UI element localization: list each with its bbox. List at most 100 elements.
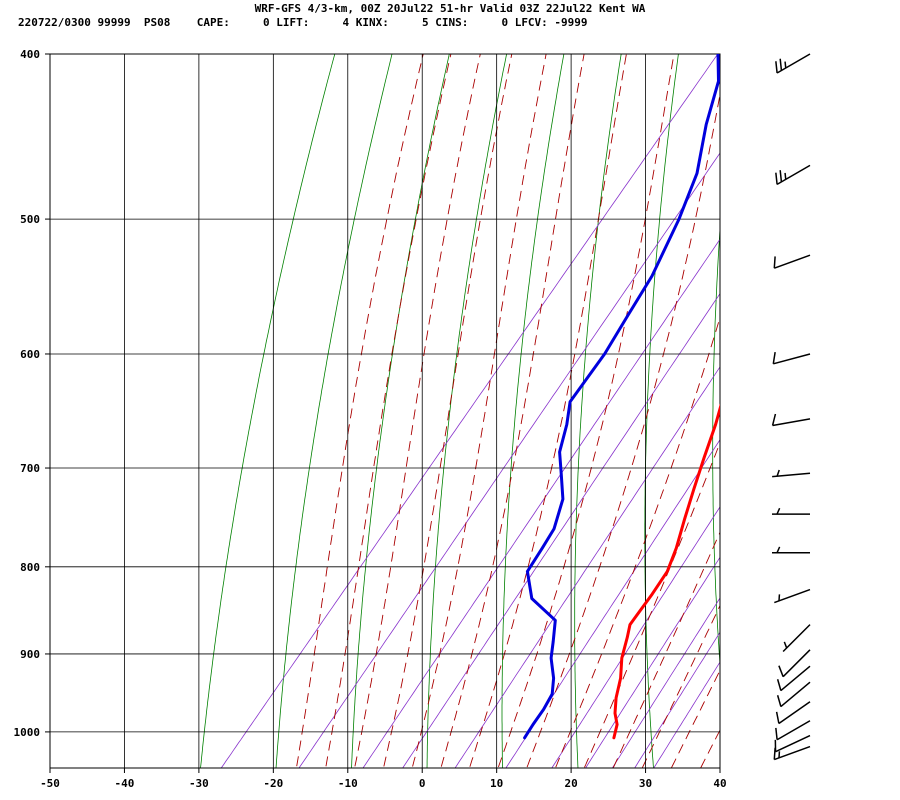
y-tick-label: 1000	[14, 726, 41, 739]
barb-shaft	[774, 745, 811, 761]
barb-shaft	[782, 624, 811, 653]
moist-adiabat	[383, 54, 513, 768]
wind-barb	[774, 588, 811, 604]
plot-border	[49, 53, 721, 769]
wind-barb	[775, 720, 811, 741]
barb-feather	[771, 413, 777, 426]
dry-adiabat	[574, 54, 622, 768]
moist-adiabat	[700, 729, 720, 768]
y-tick-label: 900	[20, 648, 40, 661]
barb-shaft	[774, 588, 811, 604]
barb-feather	[775, 61, 778, 74]
wind-barb	[776, 681, 811, 708]
barb-shaft	[778, 701, 811, 725]
wind-barb	[771, 413, 811, 427]
moist-adiabat	[526, 91, 720, 768]
mixing-ratio-line	[551, 506, 720, 768]
moist-adiabat	[411, 54, 547, 768]
y-tick-label: 800	[20, 561, 40, 574]
mixing-ratio-line	[220, 54, 719, 768]
barb-shaft	[775, 734, 811, 753]
dry-adiabat	[275, 54, 393, 768]
moist-adiabat	[354, 54, 481, 768]
barb-feather	[776, 695, 782, 707]
dry-adiabat	[200, 54, 336, 768]
mixing-ratio-line	[653, 661, 720, 768]
moist-adiabat	[641, 604, 720, 768]
x-axis: -50 -40 -30 -20 -10 0 10 20 30 40	[40, 768, 727, 790]
x-tick-label: -50	[40, 777, 60, 790]
barb-shaft	[780, 665, 811, 692]
barb-feather	[776, 507, 781, 515]
barb-feather	[775, 172, 778, 185]
barb-feather	[776, 546, 781, 554]
barb-shaft	[776, 720, 811, 741]
x-tick-label: 40	[713, 777, 726, 790]
wind-barb	[772, 546, 810, 554]
series-layer	[523, 54, 720, 740]
wind-barb	[772, 507, 810, 515]
chart-title: WRF-GFS 4/3-km, 00Z 20Jul22 51-hr Valid …	[254, 2, 646, 15]
mixing-ratio-line	[298, 152, 720, 768]
temperature-profile	[612, 403, 720, 740]
mixing-ratio-line	[402, 292, 720, 768]
sounding-indices: 220722/0300 99999 PS08 CAPE: 0 LIFT: 4 K…	[18, 16, 588, 29]
background-lines	[200, 54, 720, 768]
barb-feather	[773, 747, 776, 760]
y-tick-label: 400	[20, 48, 40, 61]
wind-barbs	[771, 53, 811, 761]
moist-adiabat	[325, 54, 452, 768]
barb-feather	[772, 352, 776, 364]
x-tick-label: 0	[419, 777, 426, 790]
barb-feather	[773, 256, 776, 269]
mixing-ratio-line	[611, 597, 720, 768]
wind-barb	[773, 745, 811, 761]
x-tick-label: -20	[263, 777, 283, 790]
moist-adiabat	[583, 441, 720, 768]
barb-feather	[784, 61, 787, 69]
moist-adiabat	[440, 54, 585, 768]
barb-feather	[778, 665, 784, 677]
barb-shaft	[774, 254, 811, 269]
wind-barb	[776, 665, 811, 692]
moist-adiabat	[612, 531, 720, 768]
wind-barb	[782, 624, 811, 653]
x-tick-label: -30	[189, 777, 209, 790]
y-axis: 400 500 600 700 800 900 1000	[14, 48, 50, 739]
mixing-ratio-line	[362, 238, 720, 768]
x-tick-label: 10	[490, 777, 503, 790]
dry-adiabat	[644, 54, 679, 768]
barb-shaft	[772, 418, 811, 427]
wind-barb	[778, 649, 811, 678]
barb-shaft	[773, 353, 811, 365]
wind-barb	[775, 164, 811, 186]
grid	[49, 53, 721, 769]
dewpoint-profile	[523, 54, 720, 740]
dry-adiabat	[351, 54, 450, 768]
mixing-ratio-line	[454, 366, 720, 768]
y-tick-label: 500	[20, 213, 40, 226]
moist-adiabat	[670, 669, 720, 768]
moist-adiabat	[554, 316, 720, 768]
x-tick-label: -40	[115, 777, 135, 790]
wind-barb	[772, 352, 811, 365]
barb-shaft	[780, 681, 811, 708]
barb-shaft	[782, 649, 811, 678]
barb-shaft	[772, 472, 811, 478]
dry-adiabat	[712, 223, 720, 671]
x-tick-label: -10	[338, 777, 358, 790]
dry-adiabat	[426, 54, 508, 768]
barb-feather	[776, 679, 782, 691]
x-tick-label: 20	[564, 777, 577, 790]
barb-feather	[775, 711, 780, 724]
barb-shaft	[776, 164, 811, 186]
dry-adiabat	[501, 54, 565, 768]
barb-feather	[775, 727, 778, 740]
wind-barb	[772, 469, 811, 478]
wind-barb	[775, 53, 811, 74]
y-tick-label: 600	[20, 348, 40, 361]
moist-adiabat	[295, 54, 424, 768]
wind-barb	[775, 701, 811, 725]
x-tick-label: 30	[639, 777, 652, 790]
